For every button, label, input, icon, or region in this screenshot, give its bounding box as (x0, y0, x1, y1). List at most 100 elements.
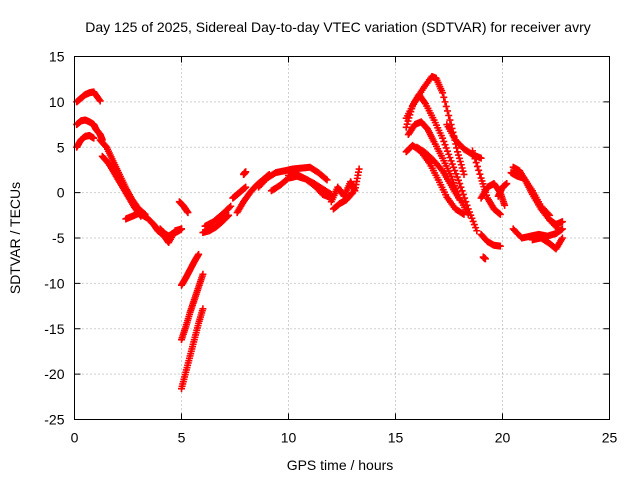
data-point (472, 159, 480, 167)
y-tick-label: -20 (44, 366, 64, 382)
data-point (475, 166, 483, 174)
series-tail-22h (546, 216, 566, 228)
x-tick-label: 5 (178, 430, 186, 446)
data-point (459, 167, 467, 175)
data-point (473, 227, 481, 235)
data-point (447, 157, 455, 165)
y-tick-label: 5 (57, 139, 65, 155)
data-point (178, 225, 185, 233)
series-dip-a (178, 250, 203, 289)
y-axis-label: SDTVAR / TECUs (7, 182, 23, 294)
tick-labels: 0 5 10 15 20 25 -25 -20 -15 -10 -5 0 5 10 15 (44, 49, 617, 446)
series-lone-8h (240, 168, 250, 178)
data-point (95, 96, 103, 104)
data-point (558, 234, 566, 242)
data-point (503, 180, 511, 188)
y-tick-label: 0 (57, 185, 65, 201)
data-point (473, 162, 481, 170)
y-tick-label: -25 (44, 412, 64, 428)
plot-frame (74, 56, 610, 420)
x-tick-label: 20 (495, 430, 511, 446)
x-tick-label: 10 (281, 430, 297, 446)
series-dot-19h (479, 253, 489, 263)
y-tick-label: -10 (44, 275, 64, 291)
grid-lines (74, 56, 610, 420)
data-point (443, 107, 451, 115)
data-point (242, 168, 250, 176)
data-point (224, 212, 232, 220)
series-recover-b (201, 202, 235, 230)
data-point (184, 209, 192, 217)
data-point (442, 102, 450, 110)
data-point (446, 116, 454, 124)
data-point (349, 189, 357, 197)
data-point (322, 175, 330, 183)
data-point (225, 203, 233, 211)
data-point (458, 164, 466, 172)
data-point (454, 148, 462, 156)
data-point (441, 98, 449, 106)
data-point (476, 170, 484, 178)
series-cluster-12h-low (329, 189, 357, 213)
series-descent-b (98, 152, 145, 220)
data-point (496, 210, 504, 218)
series-early-low (73, 131, 98, 151)
data-point (544, 210, 552, 218)
data-point (446, 154, 454, 162)
series-rise-7h (229, 183, 250, 202)
data-point (558, 225, 566, 233)
data-point (348, 190, 356, 198)
data-point (469, 147, 477, 155)
series-dip-b (178, 270, 207, 344)
data-point (458, 187, 466, 195)
data-point (456, 158, 464, 166)
data-point (454, 176, 462, 184)
x-tick-label: 0 (71, 430, 79, 446)
data-point (460, 210, 468, 218)
data-point (456, 180, 464, 188)
data-point (481, 255, 489, 263)
y-tick-label: -5 (52, 230, 65, 246)
series-band-19h-b (477, 180, 509, 209)
data-point (460, 170, 468, 178)
data-point (440, 137, 448, 145)
data-point (225, 211, 233, 219)
data-point (445, 150, 453, 158)
series-rise-20h (494, 180, 511, 200)
data-point (441, 141, 449, 149)
data-point (450, 163, 458, 171)
series-trough-19h (477, 230, 504, 250)
data-point (470, 151, 478, 159)
data-point (457, 183, 465, 191)
data-point (195, 250, 203, 258)
data-point (454, 151, 462, 159)
x-axis-label: GPS time / hours (287, 457, 394, 473)
data-point (227, 202, 235, 210)
series-mid-arc (404, 118, 472, 218)
series-band-19h (469, 147, 504, 218)
series-plateau-a (255, 163, 331, 191)
series-mid-3h (122, 209, 185, 247)
data-point (448, 160, 456, 168)
series-descent-a (96, 136, 149, 218)
data-point (453, 173, 461, 181)
data-point (442, 144, 450, 152)
data-points (73, 72, 566, 393)
x-tick-label: 15 (388, 430, 404, 446)
series-floor-22h-b (528, 234, 566, 253)
data-point (558, 218, 566, 226)
data-point (453, 144, 461, 152)
data-point (242, 183, 250, 191)
x-tick-label: 25 (602, 430, 618, 446)
y-tick-label: -15 (44, 321, 64, 337)
data-point (323, 176, 331, 184)
data-point (90, 134, 98, 142)
data-point (501, 201, 509, 209)
data-point (443, 147, 451, 155)
data-point (96, 97, 104, 105)
data-point (421, 98, 429, 106)
y-tick-label: 15 (49, 49, 65, 65)
data-point (477, 154, 485, 162)
data-point (355, 165, 363, 173)
